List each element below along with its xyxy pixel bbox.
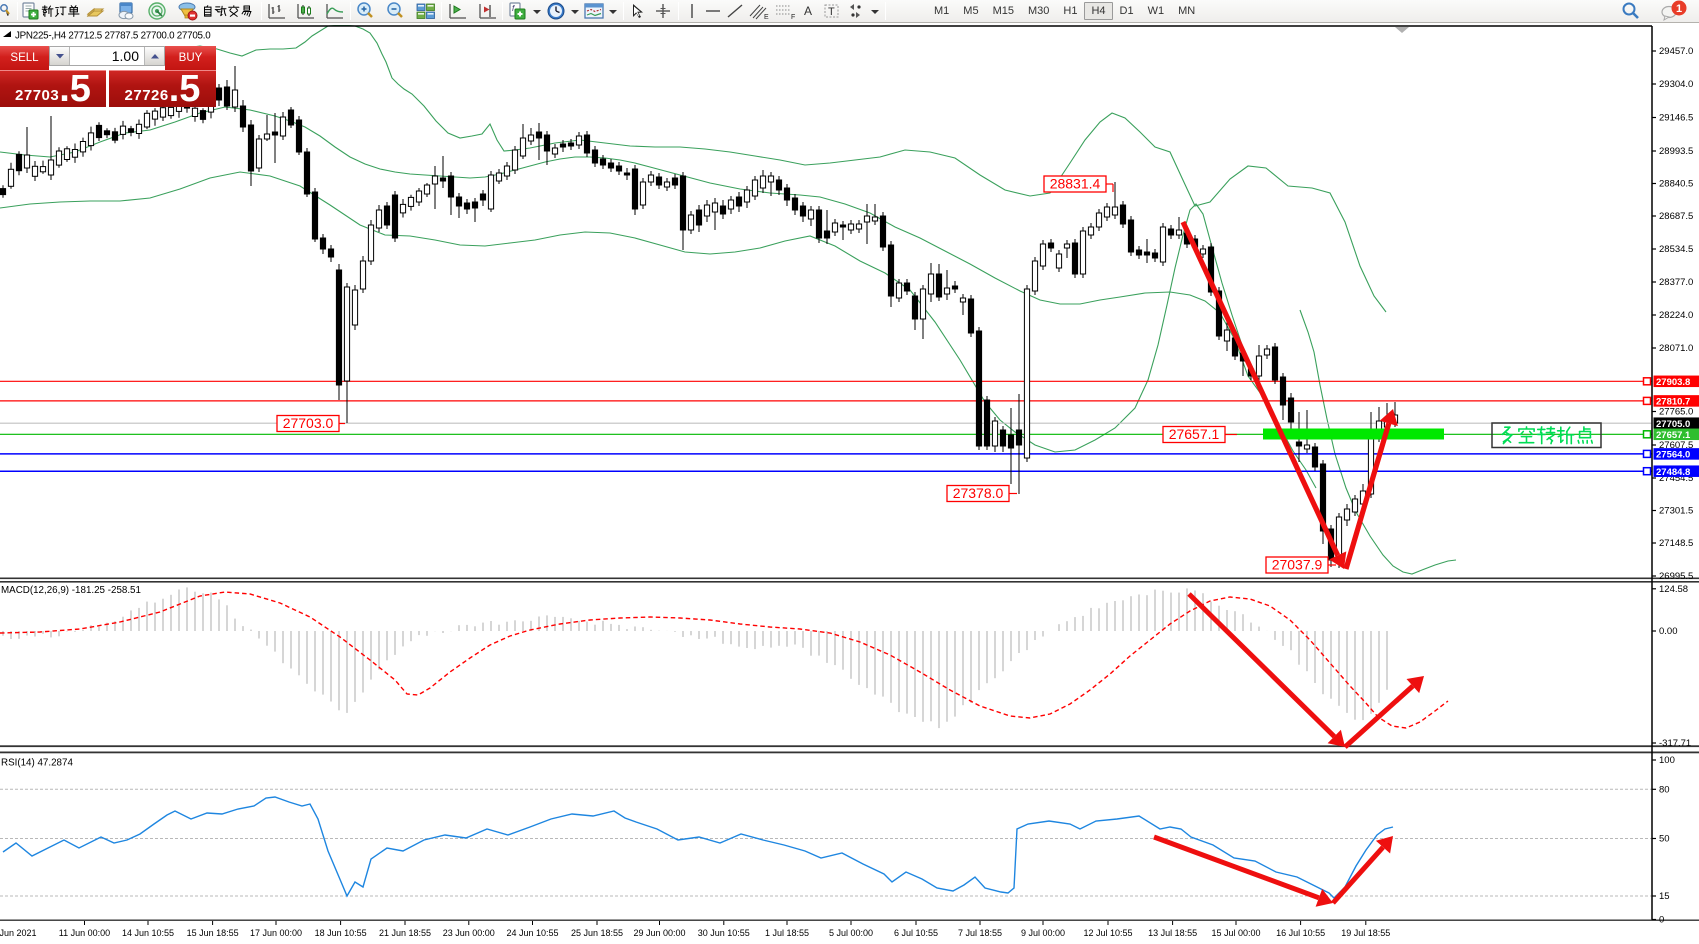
svg-text:F: F bbox=[791, 14, 795, 21]
svg-text:29304.0: 29304.0 bbox=[1659, 79, 1693, 90]
svg-text:28071.0: 28071.0 bbox=[1659, 343, 1693, 354]
svg-text:27657.1: 27657.1 bbox=[1169, 426, 1220, 442]
svg-text:27148.5: 27148.5 bbox=[1659, 538, 1693, 549]
svg-text:9 Jul 00:00: 9 Jul 00:00 bbox=[1021, 928, 1065, 938]
svg-text:28687.5: 28687.5 bbox=[1659, 211, 1693, 222]
svg-text:80: 80 bbox=[1659, 785, 1670, 796]
svg-text:15: 15 bbox=[1659, 891, 1670, 902]
svg-text:-317.71: -317.71 bbox=[1659, 738, 1691, 749]
svg-text:27810.7: 27810.7 bbox=[1656, 397, 1690, 408]
svg-text:17 Jun 00:00: 17 Jun 00:00 bbox=[250, 928, 302, 938]
svg-text:0: 0 bbox=[1659, 915, 1664, 926]
svg-text:27903.8: 27903.8 bbox=[1656, 377, 1690, 388]
svg-text:28534.5: 28534.5 bbox=[1659, 244, 1693, 255]
svg-text:13 Jul 18:55: 13 Jul 18:55 bbox=[1148, 928, 1197, 938]
svg-text:27657.1: 27657.1 bbox=[1656, 430, 1691, 441]
svg-text:23 Jun 00:00: 23 Jun 00:00 bbox=[443, 928, 495, 938]
svg-text:21 Jun 18:55: 21 Jun 18:55 bbox=[379, 928, 431, 938]
svg-text:18 Jun 10:55: 18 Jun 10:55 bbox=[315, 928, 367, 938]
svg-text:16 Jul 10:55: 16 Jul 10:55 bbox=[1276, 928, 1325, 938]
svg-text:28224.0: 28224.0 bbox=[1659, 310, 1693, 321]
svg-text:27703.0: 27703.0 bbox=[283, 415, 334, 431]
svg-text:50: 50 bbox=[1659, 834, 1670, 845]
svg-text:27484.8: 27484.8 bbox=[1656, 467, 1690, 478]
svg-text:14 Jun 10:55: 14 Jun 10:55 bbox=[122, 928, 174, 938]
svg-text:27705.0: 27705.0 bbox=[1656, 419, 1690, 430]
svg-text:12 Jul 10:55: 12 Jul 10:55 bbox=[1083, 928, 1132, 938]
svg-text:28993.5: 28993.5 bbox=[1659, 146, 1693, 157]
svg-text:0.00: 0.00 bbox=[1659, 626, 1678, 637]
svg-text:27378.0: 27378.0 bbox=[953, 485, 1004, 501]
svg-text:28840.5: 28840.5 bbox=[1659, 179, 1693, 190]
svg-text:28377.0: 28377.0 bbox=[1659, 277, 1693, 288]
svg-text:25 Jun 18:55: 25 Jun 18:55 bbox=[571, 928, 623, 938]
svg-text:A: A bbox=[804, 4, 812, 18]
svg-text:29 Jun 00:00: 29 Jun 00:00 bbox=[633, 928, 685, 938]
svg-text:28831.4: 28831.4 bbox=[1050, 176, 1101, 192]
svg-text:6 Jul 10:55: 6 Jul 10:55 bbox=[894, 928, 938, 938]
svg-text:JPN225-,H4 27712.5 27787.5 27: JPN225-,H4 27712.5 27787.5 27700.0 27705… bbox=[15, 31, 211, 42]
svg-text:29146.5: 29146.5 bbox=[1659, 113, 1693, 124]
svg-text:9 Jun 2021: 9 Jun 2021 bbox=[0, 928, 37, 938]
svg-text:30 Jun 10:55: 30 Jun 10:55 bbox=[698, 928, 750, 938]
svg-text:27301.5: 27301.5 bbox=[1659, 506, 1693, 517]
svg-text:27765.0: 27765.0 bbox=[1659, 407, 1693, 418]
svg-text:1 Jul 18:55: 1 Jul 18:55 bbox=[765, 928, 809, 938]
svg-text:27037.9: 27037.9 bbox=[1272, 557, 1323, 573]
svg-text:RSI(14) 47.2874: RSI(14) 47.2874 bbox=[1, 758, 73, 769]
svg-text:27564.0: 27564.0 bbox=[1656, 450, 1690, 461]
svg-text:26995.5: 26995.5 bbox=[1659, 571, 1693, 582]
svg-text:24 Jun 10:55: 24 Jun 10:55 bbox=[506, 928, 558, 938]
svg-text:15 Jul 00:00: 15 Jul 00:00 bbox=[1211, 928, 1260, 938]
svg-text:100: 100 bbox=[1659, 755, 1675, 766]
svg-text:5 Jul 00:00: 5 Jul 00:00 bbox=[829, 928, 873, 938]
svg-text:f: f bbox=[512, 4, 515, 13]
svg-text:27607.5: 27607.5 bbox=[1659, 440, 1693, 451]
svg-text:29457.0: 29457.0 bbox=[1659, 46, 1693, 57]
svg-text:1: 1 bbox=[1676, 3, 1682, 15]
svg-text:MACD(12,26,9) -181.25 -258.51: MACD(12,26,9) -181.25 -258.51 bbox=[1, 585, 141, 596]
svg-text:11 Jun 00:00: 11 Jun 00:00 bbox=[59, 928, 110, 938]
svg-text:27454.5: 27454.5 bbox=[1659, 473, 1693, 484]
svg-text:124.58: 124.58 bbox=[1659, 584, 1688, 595]
svg-text:15 Jun 18:55: 15 Jun 18:55 bbox=[187, 928, 239, 938]
svg-text:19 Jul 18:55: 19 Jul 18:55 bbox=[1341, 928, 1390, 938]
svg-text:E: E bbox=[764, 14, 769, 21]
svg-text:7 Jul 18:55: 7 Jul 18:55 bbox=[958, 928, 1002, 938]
svg-text:T: T bbox=[828, 6, 835, 18]
